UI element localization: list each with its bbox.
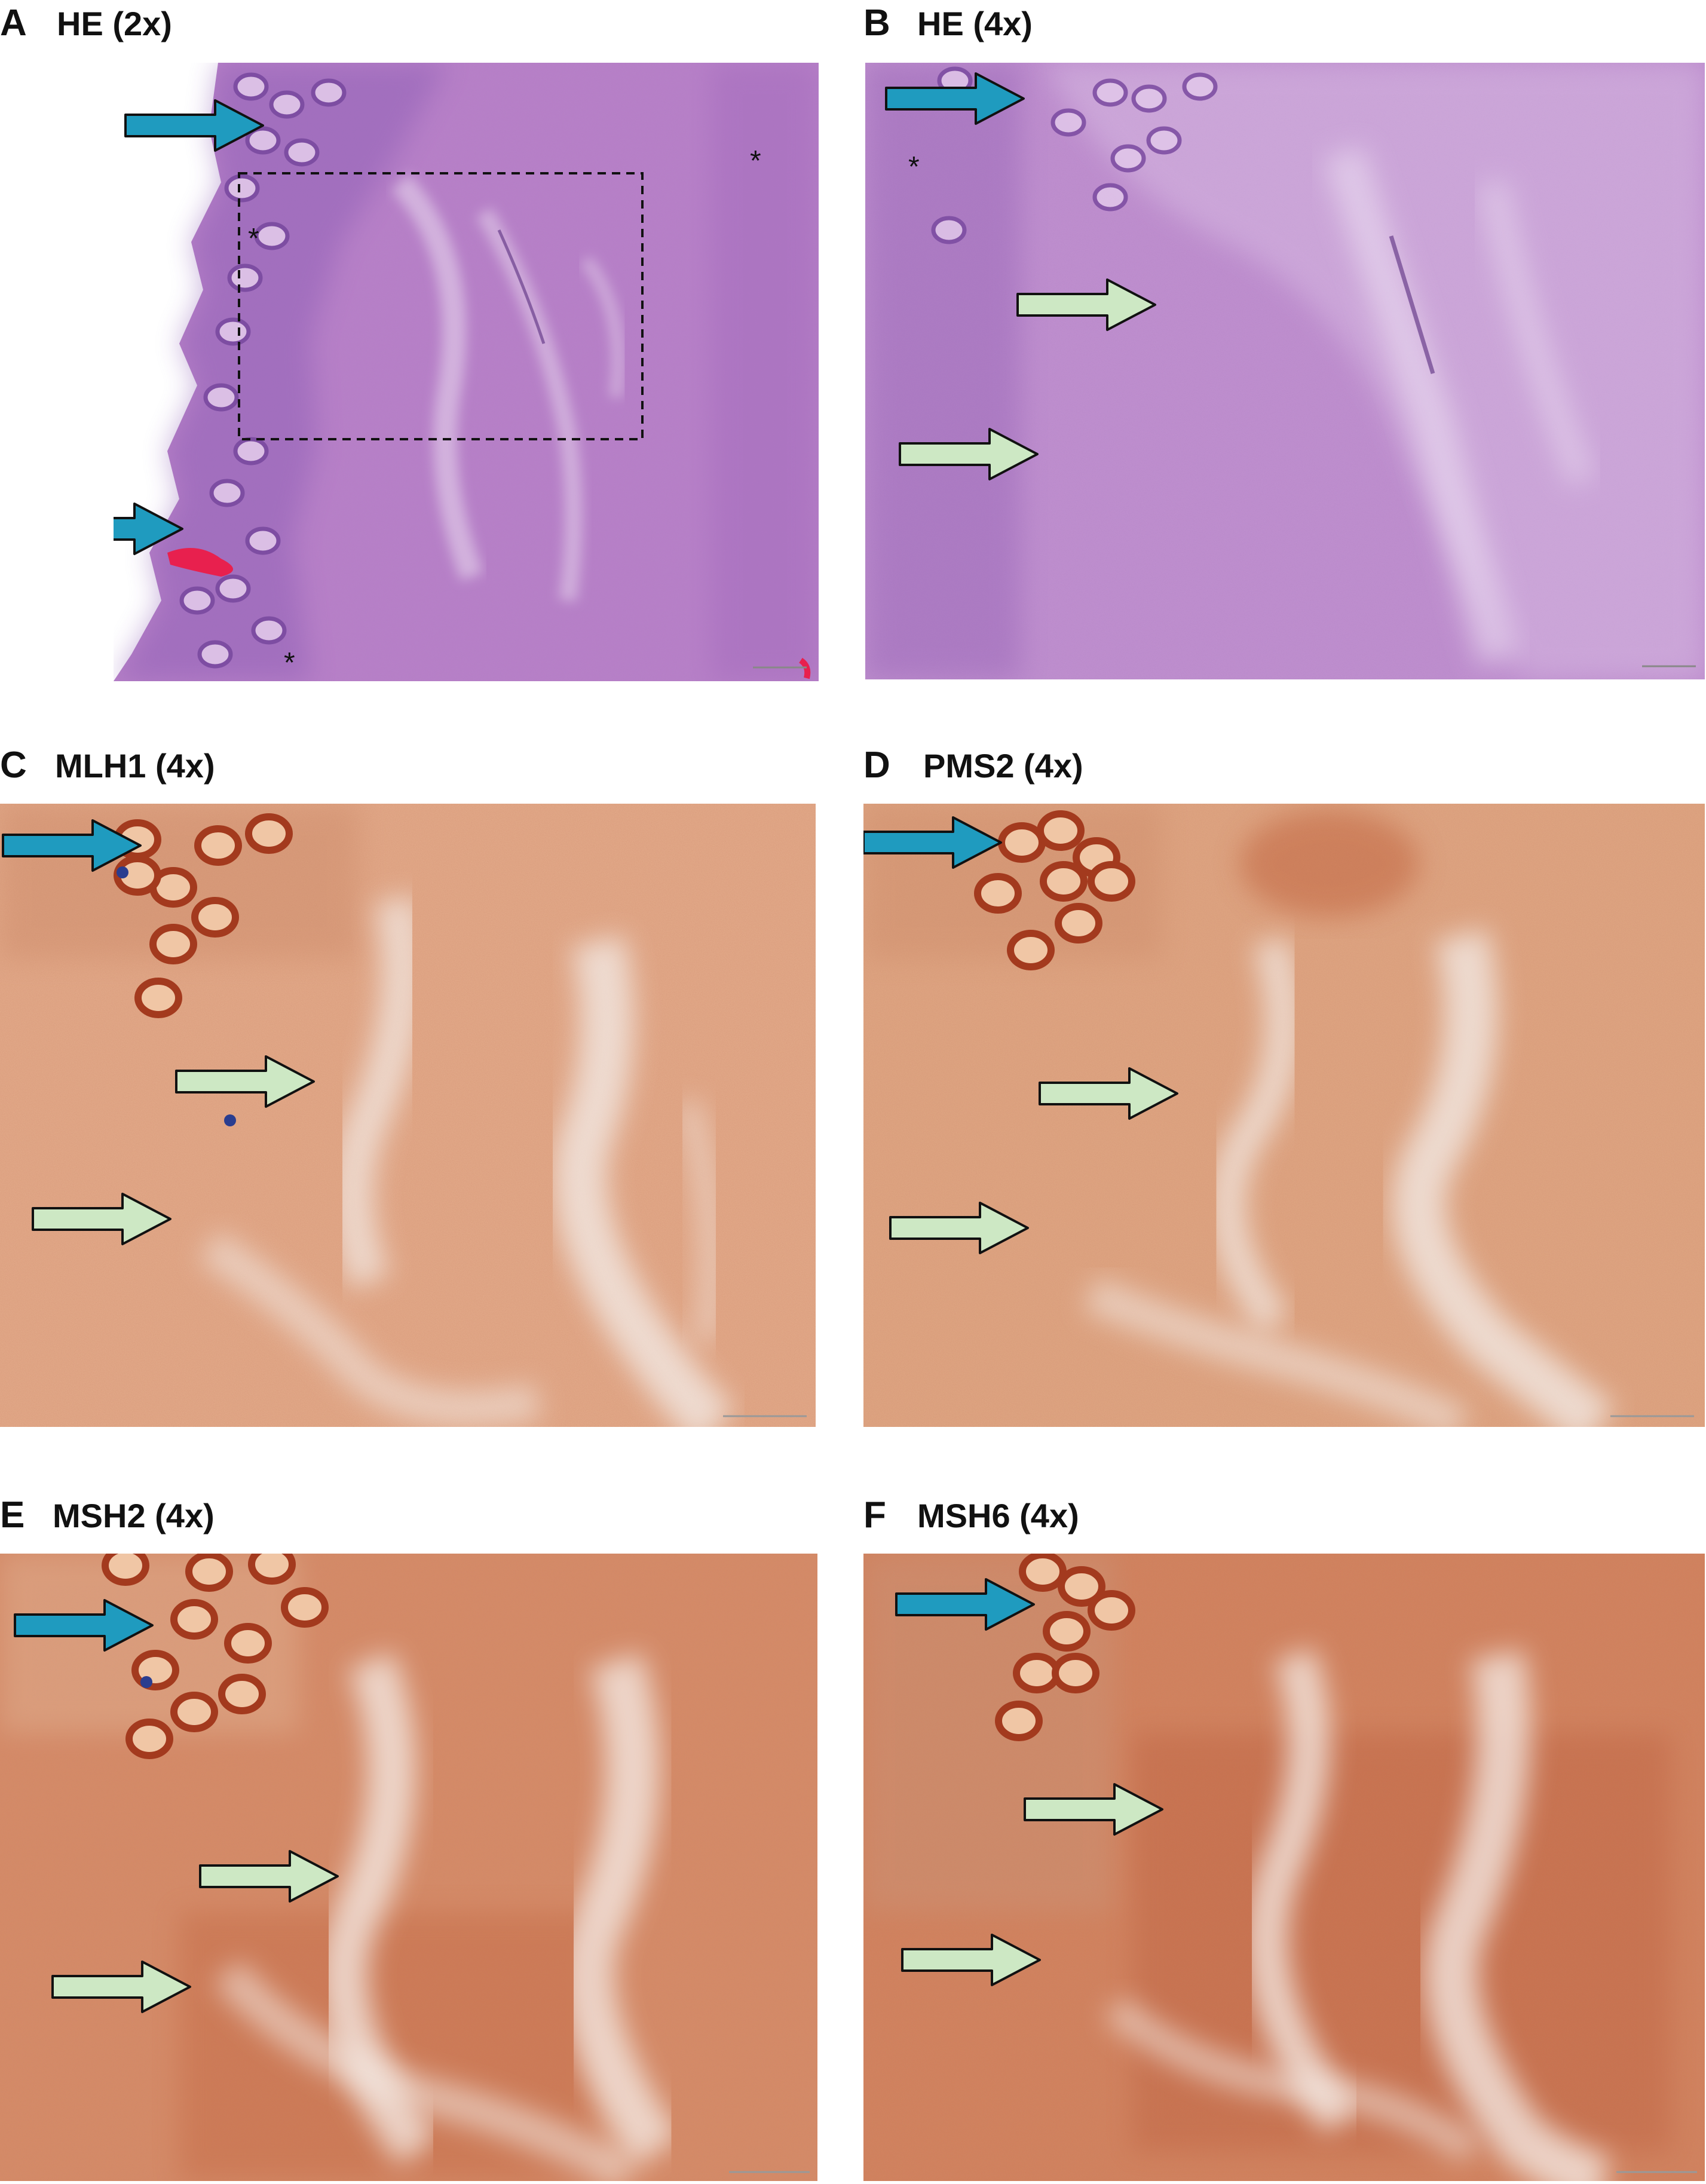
panel-a-micrograph: * * * xyxy=(114,63,819,681)
asterisk-3: * xyxy=(284,647,295,679)
asterisk-2: * xyxy=(750,145,761,177)
panel-e-letter: E xyxy=(0,1494,25,1536)
panel-f-letter: F xyxy=(863,1494,886,1536)
panel-a-letter: A xyxy=(0,2,27,44)
panel-d-letter: D xyxy=(863,745,890,786)
dashed-box xyxy=(238,172,644,440)
panel-a-title: HE (2x) xyxy=(57,5,172,42)
asterisk-4: * xyxy=(908,151,920,183)
panel-c-micrograph xyxy=(0,804,816,1427)
panel-e-micrograph xyxy=(0,1554,817,2181)
panel-c-letter: C xyxy=(0,745,27,786)
panel-d-title: PMS2 (4x) xyxy=(923,747,1083,785)
panel-b-letter: B xyxy=(863,2,890,44)
asterisk-1: * xyxy=(248,223,259,255)
panel-b-title: HE (4x) xyxy=(917,5,1033,42)
panel-e-title: MSH2 (4x) xyxy=(53,1497,215,1534)
panel-f-title: MSH6 (4x) xyxy=(917,1497,1079,1534)
panel-f-micrograph xyxy=(863,1554,1705,2181)
panel-c-title: MLH1 (4x) xyxy=(55,747,215,785)
panel-d-micrograph xyxy=(863,804,1705,1427)
panel-b-micrograph: * xyxy=(865,63,1705,679)
